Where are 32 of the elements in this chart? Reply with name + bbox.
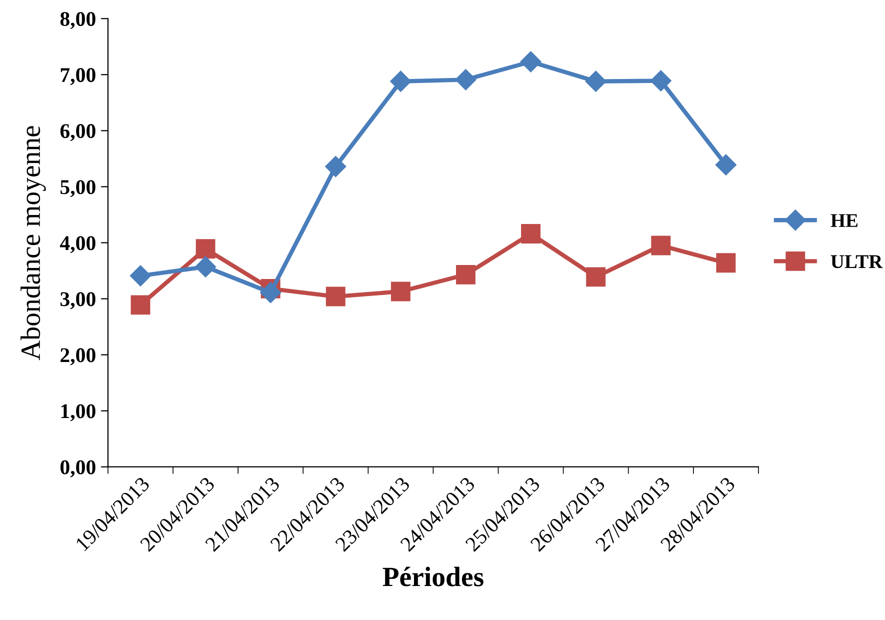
point bbox=[195, 256, 216, 278]
point bbox=[390, 70, 412, 92]
point bbox=[715, 154, 736, 176]
point bbox=[520, 51, 542, 72]
point bbox=[260, 282, 282, 304]
point bbox=[585, 70, 606, 92]
legend-label: ULTR bbox=[830, 255, 883, 268]
y-tick-label: 5,00 bbox=[60, 180, 96, 198]
y-axis-title: Abondance moyenne bbox=[20, 126, 46, 360]
legend-label: HE bbox=[830, 214, 858, 227]
y-tick-label: 6,00 bbox=[60, 124, 96, 142]
point bbox=[325, 156, 346, 178]
point bbox=[650, 70, 672, 92]
y-tick-label: 7,00 bbox=[60, 68, 96, 86]
point bbox=[651, 236, 671, 256]
point bbox=[521, 224, 540, 244]
y-tick-label: 2,00 bbox=[60, 348, 96, 366]
point bbox=[716, 253, 736, 273]
point bbox=[586, 267, 606, 287]
y-tick-label: 1,00 bbox=[61, 404, 96, 422]
y-tick-label: 0,00 bbox=[60, 460, 96, 478]
point bbox=[456, 264, 476, 284]
point bbox=[130, 265, 152, 286]
point bbox=[130, 295, 150, 315]
point bbox=[196, 239, 216, 259]
y-tick-label: 4,00 bbox=[60, 236, 96, 254]
y-tick-label: 3,00 bbox=[60, 292, 96, 310]
x-axis-title: Périodes bbox=[382, 566, 484, 586]
point bbox=[326, 286, 346, 306]
point bbox=[390, 282, 410, 302]
point bbox=[455, 69, 476, 90]
y-tick-label: 8,00 bbox=[60, 12, 96, 30]
